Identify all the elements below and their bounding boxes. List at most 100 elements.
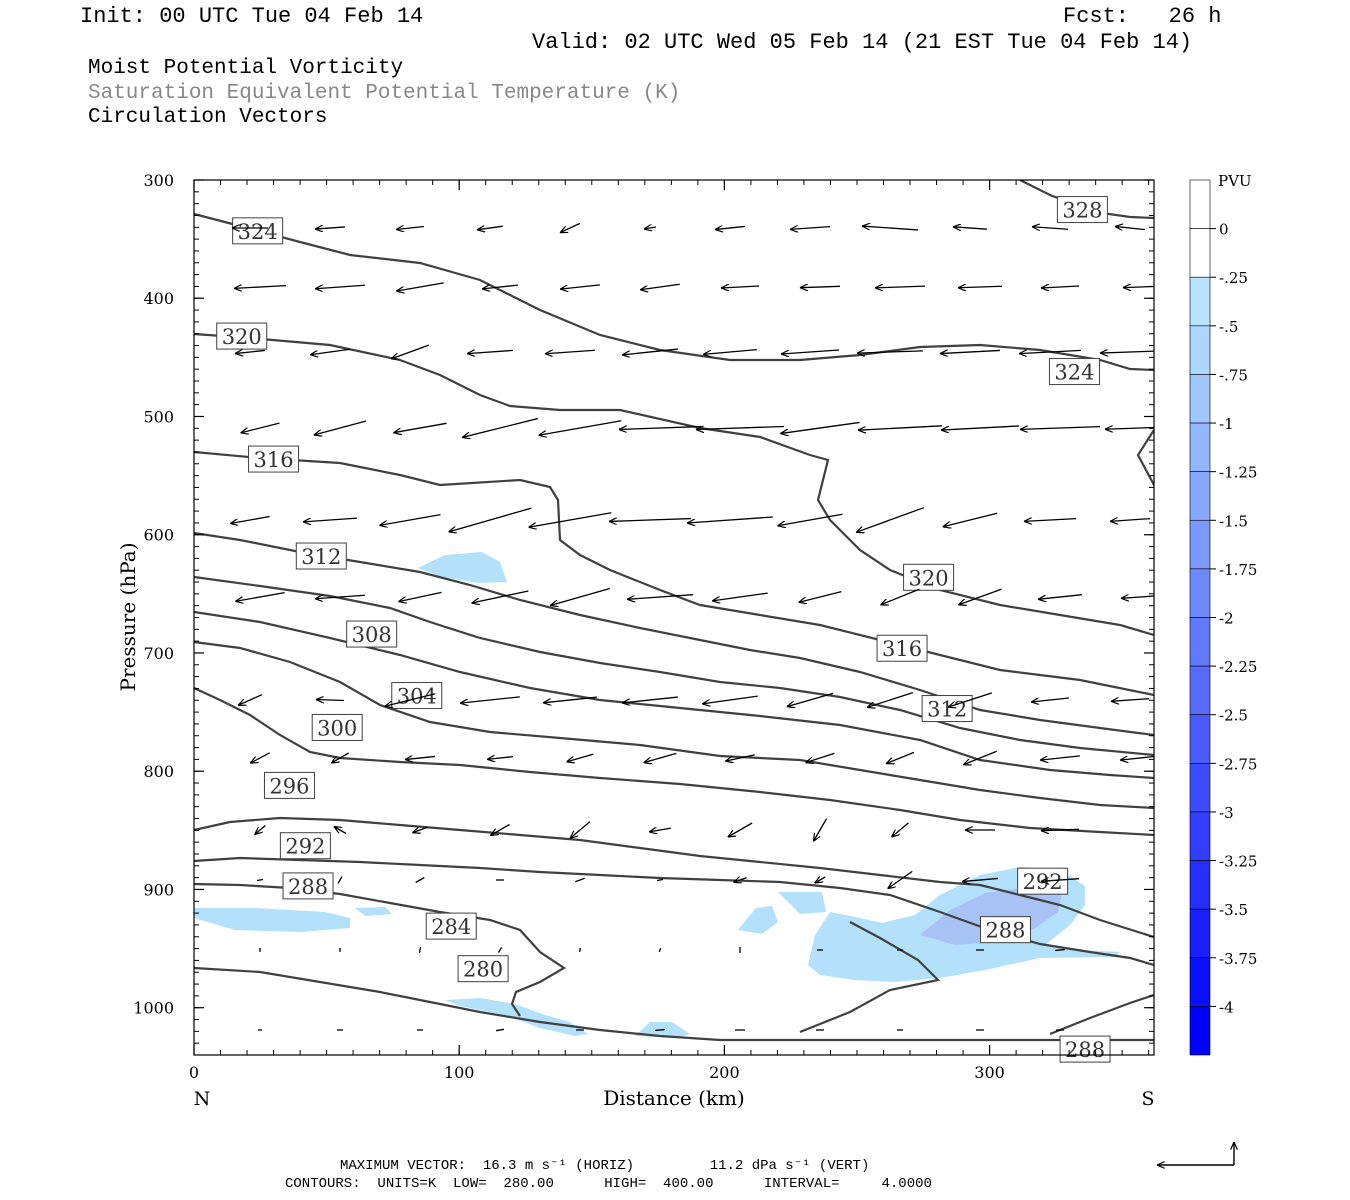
vector-arrow xyxy=(490,823,510,836)
colorbar-label: -2.5 xyxy=(1219,707,1248,725)
vector-arrow xyxy=(412,826,428,832)
vector-arrow xyxy=(800,286,841,287)
vector-arrow xyxy=(948,692,993,707)
vector-arrow xyxy=(943,512,998,527)
vector-arrow xyxy=(1038,594,1082,600)
vector-arrow xyxy=(385,693,436,707)
x-axis-title: Distance (km) xyxy=(603,1086,745,1110)
colorbar-label: -1.5 xyxy=(1219,512,1248,530)
vector-arrow xyxy=(460,696,520,703)
vector-arrow xyxy=(1041,879,1079,882)
valid-time: Valid: 02 UTC Wed 05 Feb 14 (21 EST Tue … xyxy=(532,30,1193,55)
contour-288-bottom xyxy=(1049,993,1154,1036)
mpv-area xyxy=(194,908,350,932)
contour-288-left xyxy=(194,856,1154,967)
vector-arrow xyxy=(415,876,425,884)
vector-arrow xyxy=(867,691,914,708)
vector-arrow xyxy=(449,507,532,532)
vector-arrow xyxy=(814,818,828,842)
vector-arrow xyxy=(875,286,926,288)
vector-arrow xyxy=(781,349,839,354)
vector-arrow xyxy=(315,594,365,598)
colorbar-swatch xyxy=(1189,714,1211,764)
vector-arrow xyxy=(575,877,585,883)
x-tick-label: 300 xyxy=(974,1063,1005,1082)
colorbar-label: -2.75 xyxy=(1219,755,1257,773)
vector-arrow xyxy=(462,417,538,438)
init-time: Init: 00 UTC Tue 04 Feb 14 xyxy=(80,4,424,29)
vector-arrow xyxy=(1100,351,1154,353)
vector-arrow xyxy=(644,227,657,229)
contour-296 xyxy=(194,687,1154,837)
contour-320-upper xyxy=(194,332,1154,637)
x-left-label: N xyxy=(194,1088,211,1110)
colorbar-label: -.25 xyxy=(1219,269,1248,287)
colorbar-label: -3.75 xyxy=(1219,950,1257,968)
contour-label-text: 288 xyxy=(985,919,1025,943)
vector-arrow xyxy=(787,692,834,706)
vector-arrow xyxy=(398,591,442,601)
contour-label-text: 280 xyxy=(463,958,503,982)
vector-arrow xyxy=(721,286,760,288)
vector-arrow xyxy=(958,286,1003,288)
mpv-area xyxy=(355,907,392,916)
vector-arrow xyxy=(958,588,1002,605)
vector-arrow xyxy=(1121,596,1154,599)
vector-arrow xyxy=(856,507,925,533)
vector-arrow xyxy=(703,348,757,355)
mpv-area xyxy=(778,892,826,914)
vector-arrow xyxy=(550,587,610,605)
colorbar-swatch xyxy=(1189,908,1211,959)
vector-arrow xyxy=(250,752,271,763)
contour-284 xyxy=(194,882,567,1017)
contour-label-text: 288 xyxy=(1065,1038,1105,1062)
colorbar-label: -2 xyxy=(1219,610,1234,628)
vector-arrow xyxy=(303,517,357,522)
vector-arrow xyxy=(627,594,693,600)
vector-arrow xyxy=(567,753,594,762)
colorbar-swatch xyxy=(1189,617,1211,667)
contour-308 xyxy=(194,575,1154,757)
vector-arrow xyxy=(1031,697,1069,702)
contour-label-text: 288 xyxy=(288,875,328,899)
vector-arrow xyxy=(379,513,441,526)
vector-arrow xyxy=(656,878,664,882)
y-tick-label: 400 xyxy=(143,289,174,308)
contour-316-upper xyxy=(194,450,1154,697)
vector-arrow xyxy=(622,348,678,355)
contour-label-text: 316 xyxy=(882,637,922,661)
contour-labels: 328 324 324 320 320 316 316 312 312 308 304 300 296 2… xyxy=(216,196,1111,1063)
vector-arrow xyxy=(560,284,600,289)
vector-arrow xyxy=(418,946,422,954)
y-tick-label: 600 xyxy=(143,526,174,545)
vector-arrow xyxy=(570,821,591,839)
contour-label: 316 xyxy=(248,445,300,473)
contour-label: 324 xyxy=(232,217,284,245)
colorbar-swatch xyxy=(1189,228,1211,278)
vector-arrow xyxy=(658,947,662,953)
vector-arrow xyxy=(1054,948,1066,952)
mpv-area xyxy=(738,906,778,934)
colorbar-swatch xyxy=(1189,568,1211,618)
vector-arrow xyxy=(497,947,503,953)
colorbar-label: -.5 xyxy=(1219,318,1238,336)
vector-arrow xyxy=(1041,286,1080,288)
contour-label: 304 xyxy=(391,682,443,710)
vector-arrow xyxy=(815,877,826,883)
vector-arrow xyxy=(337,876,343,884)
vector-arrow xyxy=(393,422,447,432)
vector-arrow xyxy=(715,226,745,229)
colorbar-swatch xyxy=(1189,471,1211,521)
vector-arrow xyxy=(953,227,988,229)
colorbar-label: -.75 xyxy=(1219,366,1248,384)
vector-arrow xyxy=(467,350,513,353)
max-vector-note: MAXIMUM VECTOR: 16.3 m s⁻¹ (HORIZ) 11.2 … xyxy=(340,1158,870,1174)
x-right-label: S xyxy=(1141,1088,1154,1110)
x-tick-label: 0 xyxy=(189,1063,199,1082)
colorbar-swatch xyxy=(1189,665,1211,716)
vector-arrow xyxy=(487,757,513,760)
contour-label-text: 292 xyxy=(1023,870,1063,894)
vector-arrow xyxy=(640,283,680,290)
vector-arrow xyxy=(1110,519,1150,522)
vector-arrow xyxy=(806,752,835,762)
